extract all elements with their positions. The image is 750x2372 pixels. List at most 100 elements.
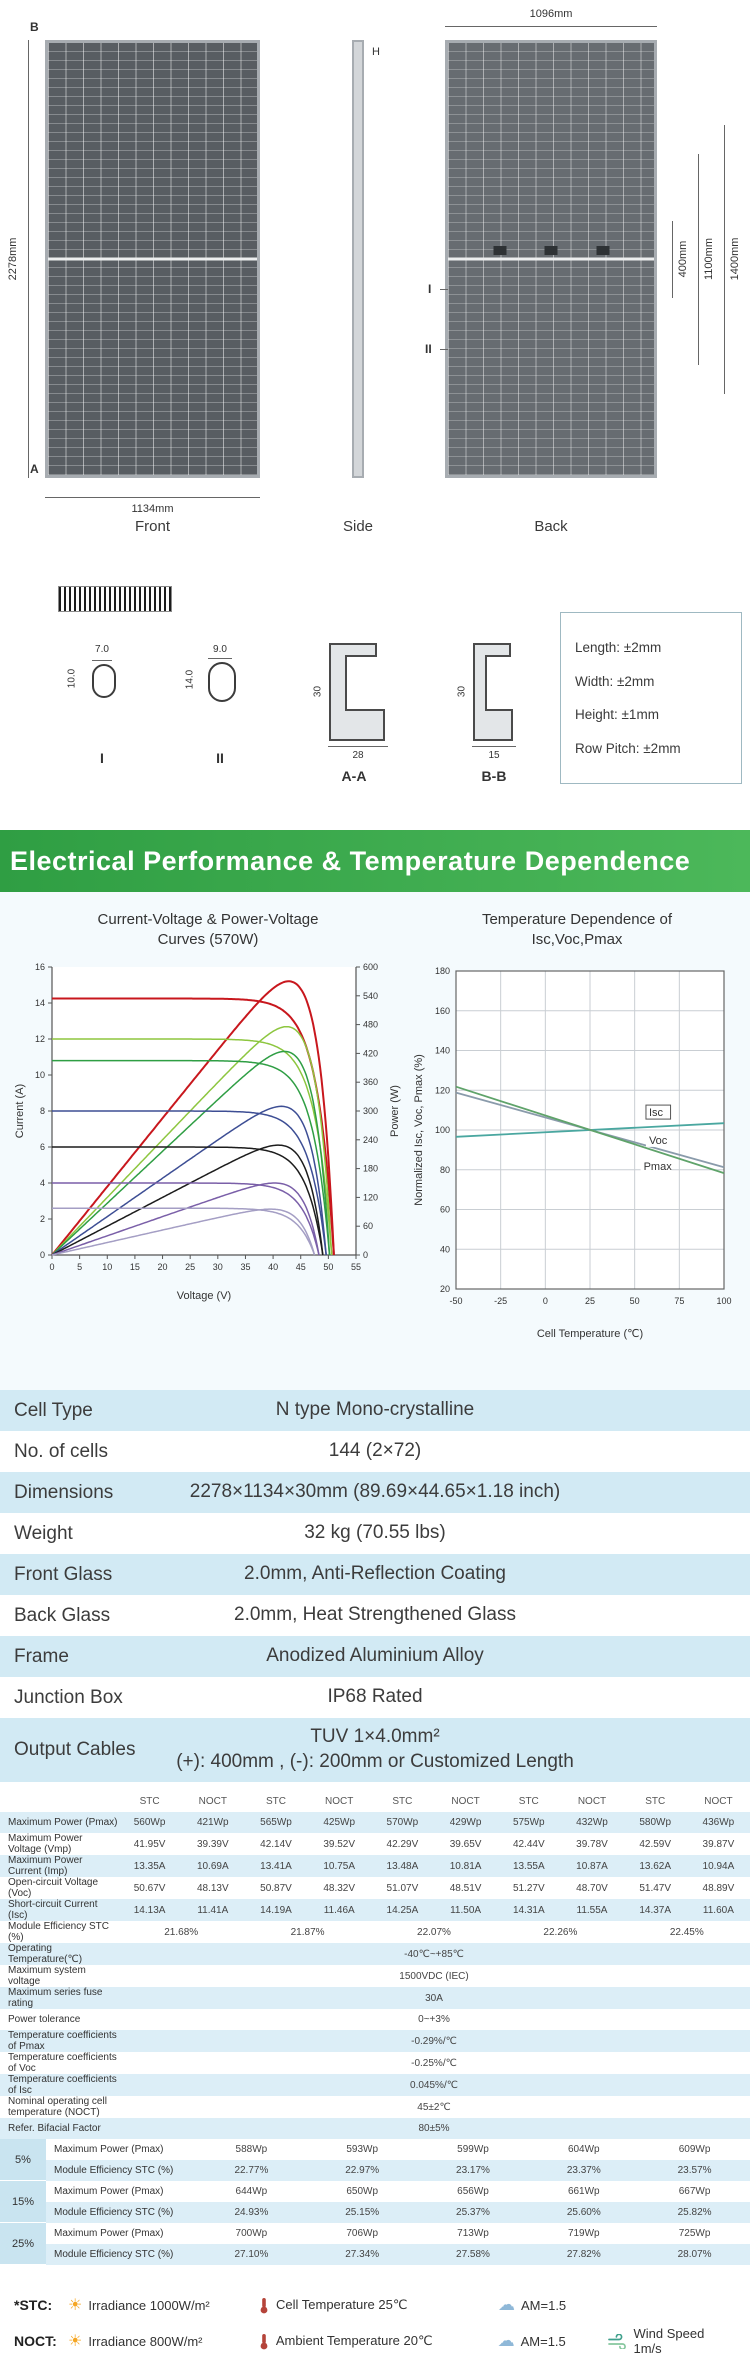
row-label: Temperature coefficients of Isc [8,2074,117,2096]
param-row: Temperature coefficients of Pmax -0.29%/℃ [0,2030,750,2052]
dim-line [472,746,516,747]
value-cell: 51.27V [512,1882,545,1894]
chart-text: 4 [40,1178,45,1188]
value-cell: 25.37% [456,2207,490,2218]
tolerance-box: Length: ±2mm Width: ±2mm Height: ±1mm Ro… [560,612,742,784]
col-header: NOCT [325,1795,354,1807]
value-cell: 565Wp [260,1817,292,1828]
dim-line-front-height [28,40,29,478]
value-cell: 22.45% [669,1926,704,1938]
col-header: STC [392,1795,413,1807]
param-row: Refer. Bifacial Factor 80±5% [0,2118,750,2139]
value-cell: 39.78V [576,1838,608,1850]
value-cell: 27.82% [566,2249,601,2260]
slot-hole [208,662,236,702]
spec-row: Anodized Aluminium Alloy Frame [0,1636,750,1677]
spec-table: N type Mono-crystalline Cell Type 144 (2×7… [0,1390,750,1782]
front-label: Front [134,518,170,535]
temp-line-Pmax [455,1085,725,1174]
row-label: Refer. Bifacial Factor [8,2123,101,2134]
value-cell: 10.69A [196,1860,229,1872]
bifacial-eff-row: Module Efficiency STC (%) 24.93% 25.15% 25.… [46,2202,750,2223]
chart-text: Pmax [644,1160,673,1172]
row-label: Maximum series fuse rating [8,1987,103,2009]
row-label: Maximum Power (Pmax) [54,2186,164,2197]
value-cell: 21.68% [164,1926,199,1938]
spec-value: 144 (2×72) [328,1440,422,1462]
value-cell: 725Wp [678,2228,711,2239]
aa-width-dim: 28 [352,750,364,761]
hole1-height-dim: 10.0 [66,668,78,689]
value-cell: 599Wp [457,2144,489,2155]
frame-section-bb: 30 15 B-B [442,628,546,792]
efficiency-row: Module Efficiency STC (%) 21.68% 21.87% 22.… [0,1921,750,1943]
section-bb-label: B-B [481,768,507,784]
spec-row: 2.0mm, Heat Strengthened Glass Back Glass [0,1595,750,1636]
chart-text: 240 [363,1134,378,1144]
spec-row: 32 kg (70.55 lbs) Weight [0,1513,750,1554]
chart-text: 14 [35,998,45,1008]
condition-item: Ambient Temperature 20℃ [258,2333,498,2350]
value-cell: 39.52V [323,1838,356,1850]
chart-text: 0 [363,1250,368,1260]
chart-text: 180 [363,1163,378,1173]
value-cell: 48.32V [323,1882,356,1894]
col-header: NOCT [451,1795,480,1807]
chart-text: 0 [40,1250,45,1260]
value-cell: 14.25A [386,1904,419,1916]
iv-pv-chart: 0 5 10 15 20 25 30 35 40 45 50 55024681012141606012… [14,962,401,1302]
value-cell: 48.70V [576,1882,608,1894]
value-cell: 14.31A [512,1904,545,1916]
frame-profile-bb [473,643,513,741]
value-cell: 11.60A [702,1904,734,1916]
value-cell: 42.44V [512,1838,545,1850]
chart-text: 140 [435,1045,450,1055]
mechanical-drawings-section: B 2278mm 1134mm A H 1096mm I II 400mm 11… [0,0,750,830]
bifacial-group: 25% Maximum Power (Pmax) 700Wp 706Wp 713Wp 71… [0,2223,750,2265]
bifacial-pmax-row: Maximum Power (Pmax) 644Wp 650Wp 656Wp 661Wp… [46,2181,750,2202]
chart-text: 600 [363,962,378,972]
chart-text: 25 [585,1296,595,1306]
chart-text: 40 [268,1262,278,1272]
value-cell: 609Wp [678,2144,711,2155]
chart-text: 300 [363,1106,378,1116]
value-cell: 560Wp [133,1817,166,1828]
hole2-width-dim: 9.0 [213,644,227,655]
chart-text: 20 [440,1284,450,1294]
spec-row: 2278×1134×30mm (89.69×44.65×1.18 inch) Di… [0,1472,750,1513]
chart-text: 20 [158,1262,168,1272]
gain-cell: 15% [0,2181,46,2223]
condition-item: ☀ Irradiance 1000W/m² [68,2295,258,2315]
frame-profile-aa [329,643,385,741]
bifacial-eff-row: Module Efficiency STC (%) 22.77% 22.97% 23.… [46,2160,750,2181]
dim-line-1100 [698,154,699,365]
value-cell: 25.60% [566,2207,601,2218]
col-header: NOCT [577,1795,607,1807]
junction-box [596,246,609,255]
spec-label: Dimensions [14,1481,114,1503]
dim-line [208,658,232,659]
value-cell: 23.57% [677,2165,712,2176]
dim-line [328,746,388,747]
section-mark-a: A [30,462,39,476]
value-cell: 432Wp [576,1817,608,1828]
condition-item: ☀ Irradiance 800W/m² [68,2331,258,2351]
condition-item: ☁ AM=1.5 [498,2295,608,2315]
temp-chart-canvas: -50 -25 0 25 50 75 100 20 40 60 80 100 120 140 160 180 I… [410,955,744,1347]
dim-line-front-width [45,497,260,498]
param-value: 30A [425,1992,443,2004]
condition-item: Cell Temperature 25℃ [258,2297,498,2314]
iv-curve-1 [52,997,335,1255]
value-cell: 25.15% [345,2207,380,2218]
value-cell: 14.13A [133,1904,166,1916]
value-cell: 713Wp [457,2228,489,2239]
hole2-height-dim: 14.0 [184,669,196,690]
value-cell: 22.97% [345,2165,380,2176]
spec-row: TUV 1×4.0mm² (+): 400mm , (-): 200mm or … [0,1718,750,1782]
tolerance-length: Length: ±2mm [575,639,662,655]
frame-section-aa: 30 28 A-A [292,628,416,792]
thermometer-icon [260,2333,268,2349]
row-label: Module Efficiency STC (%) [54,2249,174,2260]
front-height-dim: 2278mm [7,237,19,281]
thermometer-icon [260,2297,268,2313]
